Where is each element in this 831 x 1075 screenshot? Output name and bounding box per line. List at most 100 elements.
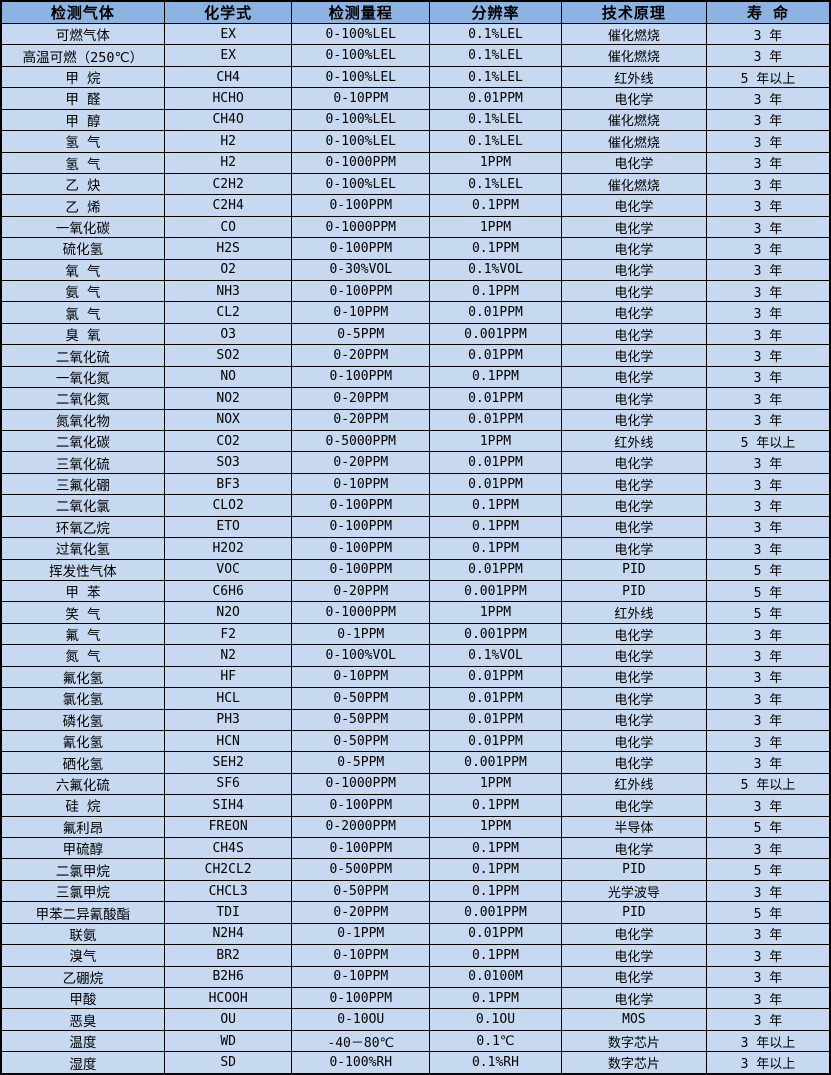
cell: 电化学 <box>560 344 707 367</box>
cell: 3 年 <box>705 665 831 689</box>
cell: 硅 烷 <box>0 794 165 817</box>
cell: SO2 <box>163 344 293 367</box>
cell: N2H4 <box>163 922 293 946</box>
cell: 3 年 <box>705 130 831 153</box>
cell: 0-10PPM <box>291 87 431 110</box>
cell: 0.1%LEL <box>429 22 562 46</box>
cell: H2 <box>163 151 293 174</box>
cell: 0.1%LEL <box>429 108 562 132</box>
cell: 3 年 <box>705 537 831 560</box>
cell: PID <box>560 858 707 881</box>
cell: H2S <box>163 237 293 260</box>
cell: 0-100PPM <box>291 194 431 217</box>
table-row: 甲 醇 CH4O 0-100%LEL 0.1%LEL 催化燃烧 3 年 <box>0 108 831 132</box>
cell: 挥发性气体 <box>0 558 165 581</box>
cell: 电化学 <box>560 837 707 860</box>
cell: 电化学 <box>560 687 707 710</box>
cell: 过氧化氢 <box>0 537 165 560</box>
cell: 3 年 <box>705 515 831 539</box>
cell: 3 年 <box>705 344 831 367</box>
cell: 3 年 <box>705 965 831 988</box>
cell: 3 年 <box>705 44 831 67</box>
table-row: 臭 氧 O3 0-5PPM 0.001PPM 电化学 3 年 <box>0 322 831 346</box>
cell: 甲酸 <box>0 986 165 1010</box>
cell: 0.01PPM <box>429 687 562 710</box>
cell: 0.1%VOL <box>429 644 562 667</box>
cell: 3 年 <box>705 365 831 389</box>
cell: 数字芯片 <box>560 1029 707 1053</box>
cell: 3 年 <box>705 408 831 432</box>
cell: HCN <box>163 729 293 753</box>
header-row: 检测气体 化学式 检测量程 分辨率 技术原理寿 命 <box>0 0 831 24</box>
cell: 3 年 <box>705 879 831 903</box>
cell: 0-10PPM <box>291 301 431 324</box>
cell: 0.01PPM <box>429 344 562 367</box>
cell: PID <box>560 558 707 581</box>
cell: BF3 <box>163 472 293 496</box>
table-row: 氨 气 NH3 0-100PPM 0.1PPM 电化学 3 年 <box>0 280 831 303</box>
cell: 3 年 <box>705 1008 831 1031</box>
cell: 甲 烷 <box>0 65 165 89</box>
table-row: 甲 苯 C6H6 0-20PPM 0.001PPM PID 5 年 <box>0 579 831 603</box>
cell: 3 年 <box>705 986 831 1010</box>
cell: 0.01PPM <box>429 408 562 432</box>
cell: CHCL3 <box>163 879 293 903</box>
cell: 0-1000PPM <box>291 215 431 239</box>
cell: 联氨 <box>0 922 165 946</box>
cell: 三氟化硼 <box>0 472 165 496</box>
cell: 恶臭 <box>0 1008 165 1031</box>
table-row: 氟利昂 FREON 0-2000PPM 1PPM 半导体 5 年 <box>0 815 831 839</box>
cell: 0.001PPM <box>429 901 562 924</box>
cell: 1PPM <box>429 815 562 839</box>
cell: 0-100%VOL <box>291 644 431 667</box>
cell: CO2 <box>163 430 293 453</box>
table-row: 硫化氢 H2S 0-100PPM 0.1PPM 电化学 3 年 <box>0 237 831 260</box>
cell: EX <box>163 22 293 46</box>
cell: 乙硼烷 <box>0 965 165 988</box>
cell: 二氯甲烷 <box>0 858 165 881</box>
cell: 0-100%LEL <box>291 44 431 67</box>
cell: 红外线 <box>560 430 707 453</box>
table-row: 可燃气体 EX 0-100%LEL 0.1%LEL 催化燃烧 3 年 <box>0 22 831 46</box>
cell: F2 <box>163 622 293 646</box>
cell: 3 年 <box>705 794 831 817</box>
table-row: 乙硼烷 B2H6 0-10PPM 0.0100M 电化学 3 年 <box>0 965 831 988</box>
cell: 磷化氢 <box>0 708 165 731</box>
cell: 0.1PPM <box>429 794 562 817</box>
cell: 0.001PPM <box>429 751 562 774</box>
cell: 电化学 <box>560 515 707 539</box>
cell: 二氧化硫 <box>0 344 165 367</box>
cell: 3 年 <box>705 194 831 217</box>
cell: 氨 气 <box>0 280 165 303</box>
cell: 3 年 <box>705 215 831 239</box>
cell: 0-1PPM <box>291 922 431 946</box>
cell: 0-2000PPM <box>291 815 431 839</box>
cell: 0-1000PPM <box>291 772 431 796</box>
cell: 0-20PPM <box>291 387 431 410</box>
cell: 5 年以上 <box>705 430 831 453</box>
cell: 电化学 <box>560 237 707 260</box>
table-body: 可燃气体 EX 0-100%LEL 0.1%LEL 催化燃烧 3 年高温可燃（250℃） E… <box>0 22 831 1075</box>
cell: 红外线 <box>560 65 707 89</box>
cell: FREON <box>163 815 293 839</box>
cell: 红外线 <box>560 601 707 624</box>
table-row: 笑 气 N2O 0-1000PPM 1PPM 红外线 5 年 <box>0 601 831 624</box>
cell: 3 年 <box>705 622 831 646</box>
cell: OU <box>163 1008 293 1031</box>
cell: 5 年 <box>705 858 831 881</box>
cell: 0-50PPM <box>291 687 431 710</box>
table-row: 甲 醛 HCHO 0-10PPM 0.01PPM 电化学 3 年 <box>0 87 831 110</box>
table-row: 甲酸 HCOOH 0-100PPM 0.1PPM 电化学 3 年 <box>0 986 831 1010</box>
cell: 氢 气 <box>0 151 165 174</box>
cell: 氟 气 <box>0 622 165 646</box>
cell: 电化学 <box>560 622 707 646</box>
cell: 0.1PPM <box>429 858 562 881</box>
cell: 二氧化氮 <box>0 387 165 410</box>
cell: 一氧化氮 <box>0 365 165 389</box>
table-row: 一氧化氮 NO 0-100PPM 0.1PPM 电化学 3 年 <box>0 365 831 389</box>
cell: 0-100PPM <box>291 837 431 860</box>
cell: 0-100PPM <box>291 794 431 817</box>
cell: 0-100PPM <box>291 986 431 1010</box>
cell: 催化燃烧 <box>560 172 707 196</box>
